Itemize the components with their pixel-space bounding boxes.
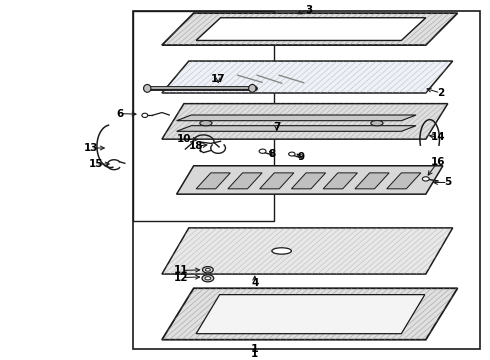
Ellipse shape bbox=[371, 121, 383, 126]
Text: 14: 14 bbox=[431, 132, 445, 142]
Polygon shape bbox=[196, 173, 230, 189]
Text: 1: 1 bbox=[251, 344, 259, 354]
Text: 4: 4 bbox=[251, 278, 258, 288]
Text: 10: 10 bbox=[177, 134, 191, 144]
Polygon shape bbox=[162, 104, 448, 139]
Ellipse shape bbox=[248, 85, 256, 92]
Text: 8: 8 bbox=[268, 149, 275, 159]
Text: 6: 6 bbox=[117, 109, 124, 118]
Text: 18: 18 bbox=[189, 141, 203, 151]
Ellipse shape bbox=[289, 152, 295, 156]
Ellipse shape bbox=[142, 113, 148, 117]
Bar bbox=[133, 12, 480, 348]
Text: 2: 2 bbox=[437, 88, 444, 98]
Ellipse shape bbox=[272, 248, 292, 254]
Polygon shape bbox=[162, 288, 458, 340]
Ellipse shape bbox=[422, 177, 429, 181]
Bar bbox=[133, 12, 274, 221]
Text: 17: 17 bbox=[211, 74, 225, 84]
Text: 7: 7 bbox=[273, 122, 280, 132]
Polygon shape bbox=[196, 294, 425, 334]
Ellipse shape bbox=[200, 121, 212, 126]
Ellipse shape bbox=[259, 149, 266, 153]
Text: 15: 15 bbox=[89, 159, 103, 169]
Text: 13: 13 bbox=[84, 143, 98, 153]
Text: 5: 5 bbox=[444, 177, 451, 188]
Ellipse shape bbox=[144, 85, 151, 92]
Ellipse shape bbox=[205, 268, 210, 271]
Polygon shape bbox=[292, 173, 326, 189]
Text: 9: 9 bbox=[297, 152, 305, 162]
Text: 1: 1 bbox=[251, 349, 258, 359]
Polygon shape bbox=[162, 13, 458, 45]
Text: 3: 3 bbox=[305, 5, 312, 14]
Polygon shape bbox=[260, 173, 294, 189]
Ellipse shape bbox=[202, 267, 213, 273]
Polygon shape bbox=[162, 228, 453, 274]
Ellipse shape bbox=[205, 277, 211, 280]
Text: 16: 16 bbox=[431, 157, 445, 167]
Polygon shape bbox=[228, 173, 262, 189]
Polygon shape bbox=[176, 126, 416, 131]
Polygon shape bbox=[355, 173, 389, 189]
Polygon shape bbox=[176, 115, 416, 121]
Polygon shape bbox=[387, 173, 421, 189]
Polygon shape bbox=[176, 166, 443, 194]
Text: 11: 11 bbox=[174, 265, 189, 275]
Polygon shape bbox=[162, 61, 453, 93]
Ellipse shape bbox=[202, 275, 214, 282]
Polygon shape bbox=[196, 18, 426, 40]
Text: 12: 12 bbox=[174, 273, 189, 283]
Polygon shape bbox=[323, 173, 357, 189]
